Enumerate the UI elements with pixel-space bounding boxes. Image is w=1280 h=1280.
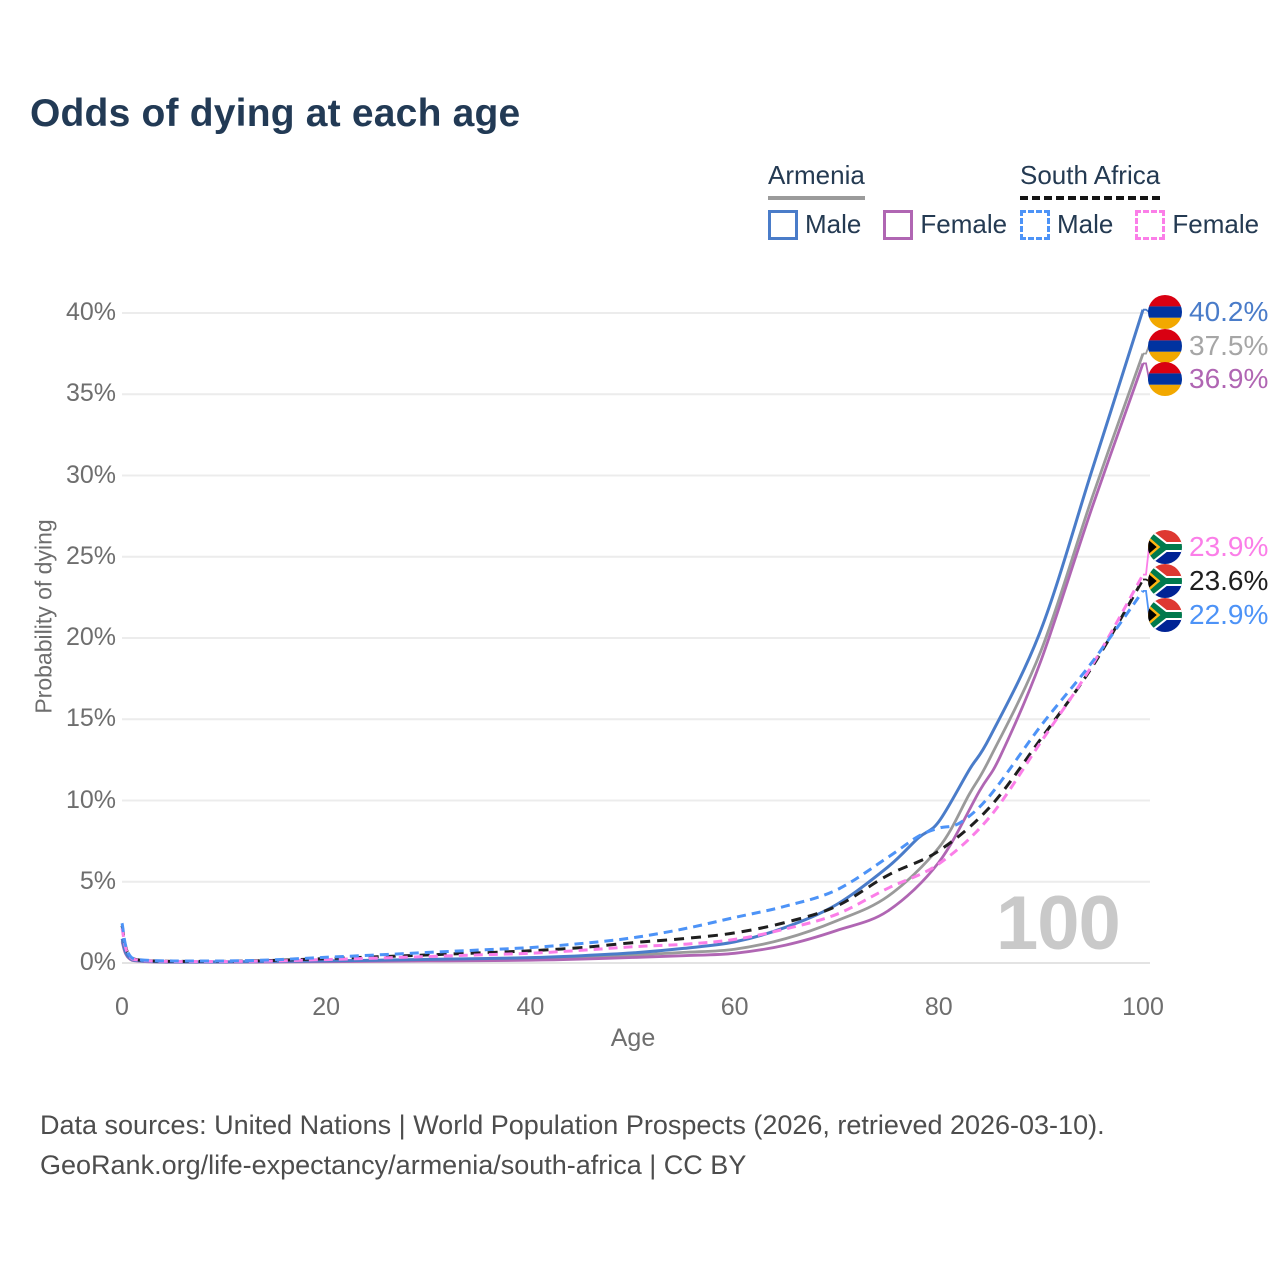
south-africa-male-swatch-icon: [1020, 209, 1050, 240]
x-tick-label: 60: [720, 993, 749, 1021]
series-line-armenia-both-sexes: [120, 353, 1145, 964]
y-tick-label: 0%: [79, 948, 116, 976]
series-line-armenia-male: [120, 309, 1145, 964]
footer-attribution: Data sources: United Nations | World Pop…: [40, 1105, 1105, 1185]
hover-age-watermark: 100: [996, 881, 1121, 966]
x-tick-label: 40: [516, 993, 545, 1021]
legend-group-south-africa: South Africa Male Female: [1020, 160, 1259, 240]
legend-label: Female: [920, 209, 1008, 239]
x-tick-label: 100: [1122, 993, 1164, 1021]
legend-item-armenia-female[interactable]: Female: [883, 209, 1007, 240]
legend-country-armenia[interactable]: Armenia: [768, 160, 865, 200]
end-label-value: 37.5%: [1189, 329, 1269, 361]
end-label-40.2%: 40.2%: [1148, 295, 1268, 329]
y-tick-label: 15%: [65, 704, 116, 733]
legend-country-south-africa[interactable]: South Africa: [1020, 160, 1161, 200]
end-label-value: 40.2%: [1189, 296, 1269, 327]
x-tick-label: 20: [312, 993, 341, 1021]
series-line-south-africa-female: [120, 573, 1145, 963]
armenia-flag-icon: [1148, 362, 1182, 396]
south-africa-flag-icon: [1148, 530, 1182, 564]
legend-label: Male: [1057, 209, 1114, 239]
footer-data-sources: Data sources: United Nations | World Pop…: [40, 1110, 1105, 1140]
end-label-23.6%: 23.6%: [1148, 564, 1268, 598]
armenia-female-swatch-icon: [883, 209, 914, 240]
series-line-south-africa-both-sexes: [120, 578, 1145, 963]
end-label-36.9%: 36.9%: [1148, 362, 1268, 396]
end-label-value: 36.9%: [1189, 363, 1269, 394]
south-africa-flag-icon: [1148, 564, 1182, 598]
x-axis-title: Age: [610, 1024, 656, 1052]
end-label-value: 23.9%: [1189, 531, 1269, 562]
armenia-male-swatch-icon: [768, 209, 798, 240]
y-tick-label: 40%: [65, 298, 116, 326]
series-line-armenia-female: [120, 362, 1145, 964]
x-tick-label: 80: [924, 993, 953, 1021]
y-axis-title: Probability of dying: [30, 519, 57, 714]
y-tick-label: 25%: [65, 541, 116, 570]
legend-group-armenia: Armenia Male Female: [768, 160, 1007, 240]
south-africa-flag-icon: [1148, 598, 1182, 632]
page-title: Odds of dying at each age: [30, 92, 521, 135]
armenia-flag-icon: [1148, 328, 1182, 363]
y-tick-label: 10%: [65, 785, 116, 814]
series-line-south-africa-male: [120, 590, 1145, 963]
legend-item-armenia-male[interactable]: Male: [768, 209, 861, 240]
footer-url: GeoRank.org/life-expectancy/armenia/sout…: [40, 1150, 747, 1180]
y-tick-label: 35%: [65, 379, 116, 408]
end-label-value: 23.6%: [1189, 565, 1269, 596]
legend-label: Male: [805, 209, 862, 239]
end-label-22.9%: 22.9%: [1148, 598, 1268, 632]
end-label-37.5%: 37.5%: [1148, 328, 1269, 363]
y-tick-label: 5%: [79, 866, 116, 895]
legend-label: Female: [1172, 209, 1260, 239]
legend-item-south-africa-female[interactable]: Female: [1135, 209, 1259, 240]
end-label-23.9%: 23.9%: [1148, 530, 1268, 564]
y-tick-label: 20%: [65, 623, 116, 651]
x-tick-label: 0: [115, 993, 129, 1021]
y-tick-label: 30%: [65, 460, 116, 489]
legend-item-south-africa-male[interactable]: Male: [1020, 209, 1113, 240]
south-africa-female-swatch-icon: [1135, 209, 1166, 240]
end-label-value: 22.9%: [1189, 599, 1269, 630]
armenia-flag-icon: [1148, 295, 1182, 329]
